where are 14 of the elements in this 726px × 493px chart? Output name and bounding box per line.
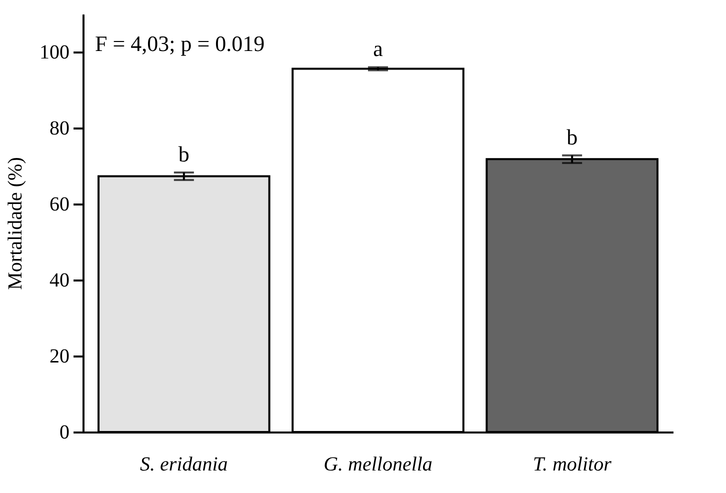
y-tick-label: 60 bbox=[50, 194, 70, 216]
annotation: b bbox=[566, 124, 578, 150]
y-tick-label: 0 bbox=[60, 422, 70, 444]
annotation: b bbox=[178, 141, 190, 166]
annotation: F = 4,03; p = 0.019 bbox=[95, 31, 265, 56]
y-tick-label: 100 bbox=[40, 42, 70, 64]
x-tick-label: S. eridania bbox=[140, 454, 228, 476]
y-tick-label: 20 bbox=[50, 346, 70, 368]
y-axis-title: Mortalidade (%) bbox=[4, 157, 26, 290]
annotation: a bbox=[373, 36, 384, 62]
y-tick-label: 40 bbox=[50, 270, 70, 292]
y-tick-label: 80 bbox=[50, 118, 70, 140]
x-tick-label: T. molitor bbox=[532, 454, 612, 476]
x-tick-label: G. mellonella bbox=[324, 454, 432, 476]
